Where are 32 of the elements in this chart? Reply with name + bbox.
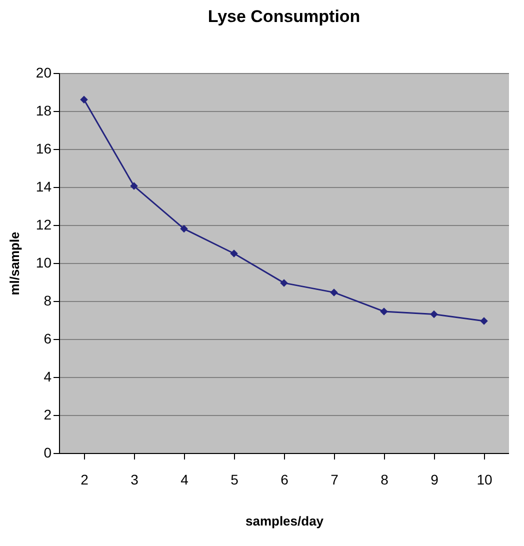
- point: [480, 317, 488, 325]
- x-tick-label: 4: [180, 472, 189, 488]
- point: [80, 96, 88, 104]
- x-tick-label: 10: [476, 472, 492, 488]
- x-axis-title: samples/day: [245, 514, 324, 528]
- y-tick-label: 12: [36, 216, 52, 232]
- x-tick-label: 7: [330, 472, 339, 488]
- point: [280, 279, 288, 287]
- x-tick-label: 3: [130, 472, 139, 488]
- x-tick-label: 6: [280, 472, 289, 488]
- point: [180, 224, 188, 233]
- y-tick-label: 20: [36, 64, 52, 80]
- point: [130, 182, 138, 190]
- point: [330, 288, 338, 296]
- x-tick-label: 8: [380, 472, 389, 488]
- y-tick-label: 8: [44, 292, 52, 308]
- y-tick-label: 6: [44, 330, 52, 346]
- y-tick-label: 4: [44, 368, 52, 384]
- x-tick-label: 2: [80, 472, 89, 488]
- x-tick-label: 5: [230, 472, 239, 488]
- point: [230, 250, 238, 258]
- y-tick-label: 0: [44, 444, 52, 460]
- chart-title: Lyse Consumption: [208, 7, 360, 26]
- y-tick-label: 10: [36, 254, 52, 270]
- y-tick-label: 18: [36, 102, 52, 118]
- y-tick-label: 14: [36, 178, 52, 194]
- y-tick-label: 16: [36, 140, 52, 156]
- y-tick-label: 2: [44, 406, 52, 422]
- x-tick-label: 9: [430, 472, 439, 488]
- y-axis-title: ml/sample: [6, 232, 22, 296]
- point: [380, 308, 388, 316]
- point: [430, 310, 438, 318]
